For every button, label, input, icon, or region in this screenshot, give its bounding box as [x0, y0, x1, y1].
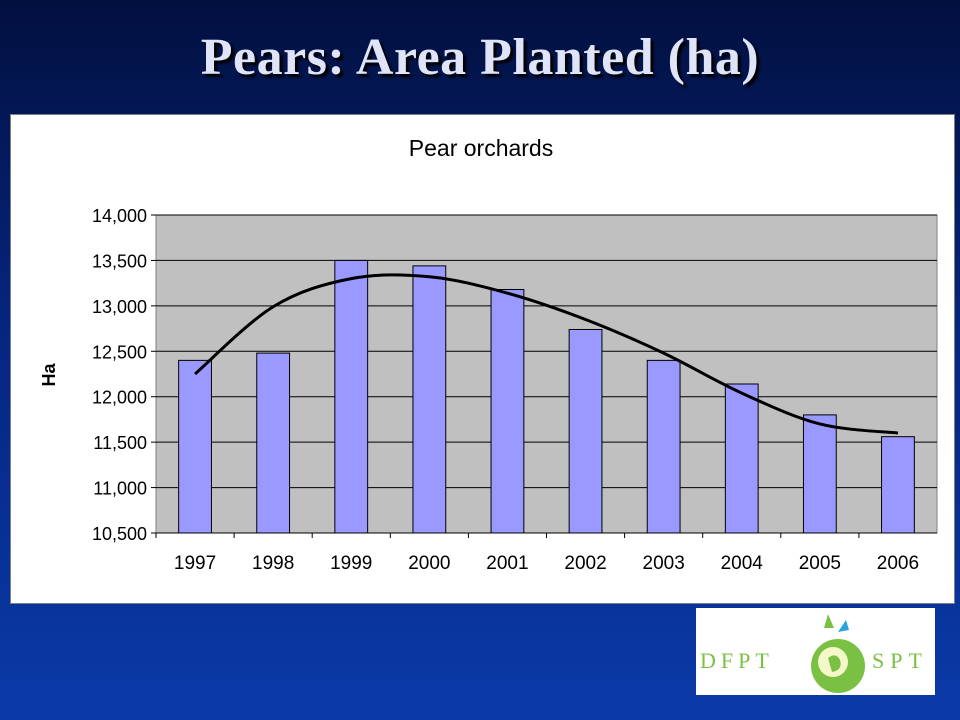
bar-1999 — [334, 259, 369, 534]
x-tick-label: 2001 — [486, 553, 528, 574]
bar-2005 — [802, 414, 837, 534]
logo-graphic: DFPT SPT — [700, 614, 928, 693]
y-tick-label: 13,000 — [92, 297, 147, 317]
bar-2006 — [881, 436, 915, 534]
x-tick-label: 1999 — [330, 553, 372, 574]
chart-panel: 10,500 11,000 11,500 12,000 12,500 13,000 13,5… — [10, 114, 955, 604]
logo-leaf-icon — [824, 614, 834, 628]
bar-2002 — [568, 328, 603, 534]
bar-2004 — [724, 383, 759, 534]
logo-left-text: DFPT — [700, 648, 774, 673]
bars — [178, 259, 915, 534]
slide-title: Pears: Area Planted (ha) — [200, 29, 760, 86]
y-tick-label: 12,500 — [92, 342, 147, 362]
x-tick-label: 1997 — [174, 553, 216, 574]
y-tick-label: 11,500 — [93, 433, 147, 453]
trendline — [194, 273, 899, 435]
dfpt-spt-logo: DFPT SPT — [696, 608, 935, 695]
x-tick-label: 2000 — [408, 553, 450, 574]
y-tick-label: 13,500 — [92, 251, 147, 271]
bar-1997 — [178, 359, 212, 534]
logo-right-text: SPT — [872, 648, 928, 673]
y-tick-label: 10,500 — [92, 524, 147, 544]
y-axis-label: Ha — [39, 363, 59, 387]
chart-title: Pear orchards — [409, 135, 553, 161]
y-tick-label: 11,000 — [93, 479, 147, 499]
y-tick-label: 12,000 — [92, 388, 147, 408]
x-tick-label: 2003 — [643, 553, 685, 574]
bar-2003 — [646, 359, 681, 534]
x-tick-labels: 1997 1998 1999 2000 2001 2002 2003 2004 2005 2006 — [155, 533, 919, 574]
x-tick-label: 1998 — [252, 553, 294, 574]
logo-leaf-blue-icon — [838, 620, 849, 632]
y-tick-labels: 10,500 11,000 11,500 12,000 12,500 13,000 13,5… — [92, 206, 156, 544]
bar-2001 — [490, 289, 525, 534]
x-tick-label: 2006 — [877, 553, 919, 574]
x-tick-label: 2005 — [799, 553, 841, 574]
logo-seed-inner-icon — [828, 655, 841, 672]
bar-chart: 10,500 11,000 11,500 12,000 12,500 13,000 13,5… — [39, 135, 938, 574]
x-tick-label: 2002 — [564, 553, 606, 574]
y-tick-label: 14,000 — [92, 206, 147, 226]
bar-2000 — [412, 265, 447, 534]
bar-1998 — [256, 352, 291, 534]
x-tick-label: 2004 — [721, 553, 764, 574]
